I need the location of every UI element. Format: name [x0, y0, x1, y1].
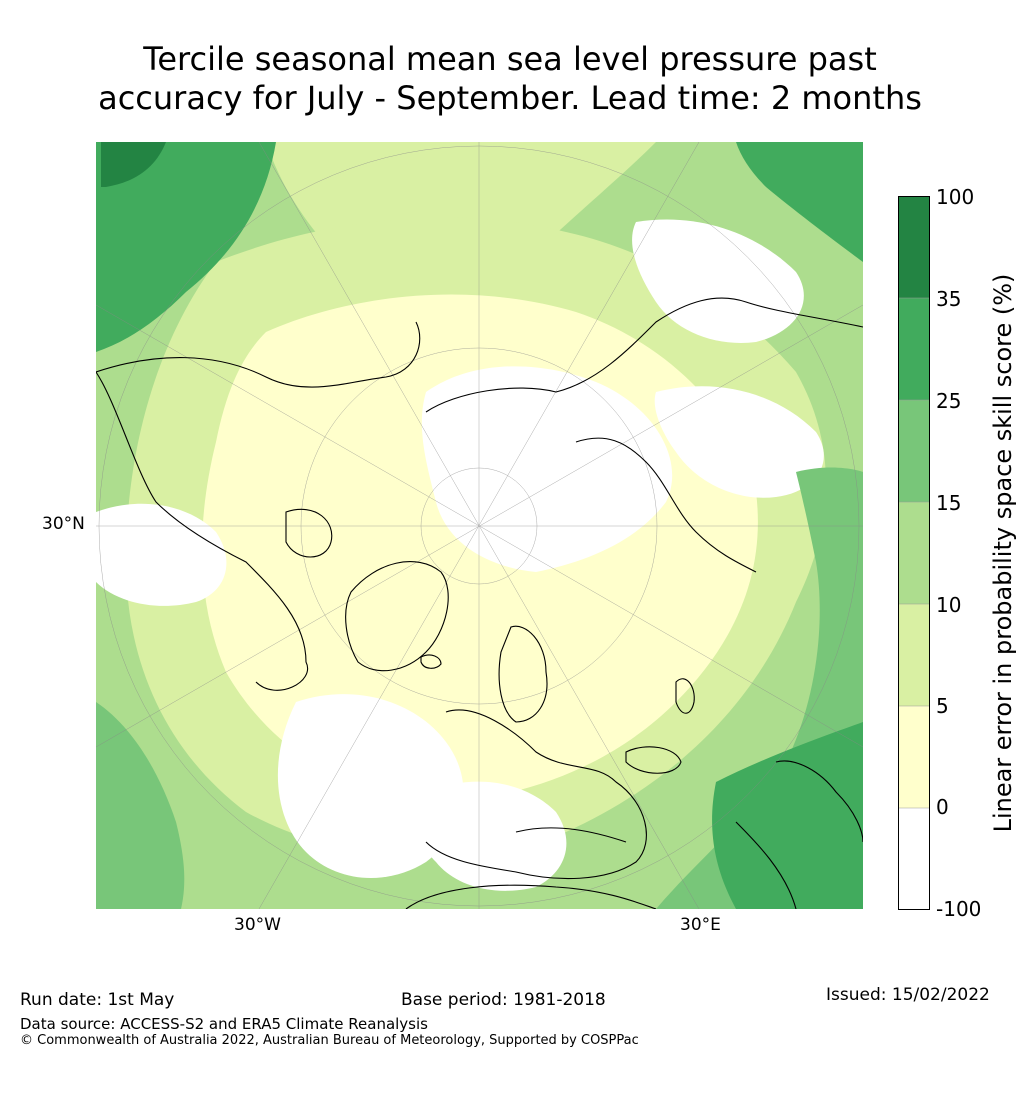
colorbar-bin	[898, 400, 930, 502]
title-line-1: Tercile seasonal mean sea level pressure…	[143, 40, 877, 78]
colorbar-bin	[898, 706, 930, 808]
coastline-iceland	[420, 654, 442, 669]
colorbar-tick: 10	[936, 593, 962, 617]
longitude-label-30w: 30°W	[234, 915, 281, 935]
skill-score-map	[96, 142, 863, 909]
mid-skill-southwest	[96, 702, 185, 909]
colorbar-bin	[898, 196, 930, 298]
coastline-siberia	[425, 297, 863, 413]
coastline-greenland	[345, 561, 449, 672]
coastline-north-america	[96, 321, 421, 691]
coastline-red-sea	[735, 821, 797, 909]
coastline-persian-gulf	[775, 760, 863, 843]
colorbar-tick: 0	[936, 795, 949, 819]
coastline-black-sea	[625, 746, 682, 774]
negative-skill-atlantic	[277, 694, 464, 879]
high-skill-northwest	[96, 142, 276, 352]
colorbar-bin	[898, 502, 930, 604]
copyright: © Commonwealth of Australia 2022, Austra…	[20, 1033, 639, 1048]
run-date: Run date: 1st May	[20, 990, 175, 1010]
colorbar-label: Linear error in probability space skill …	[989, 273, 1017, 833]
base-period: Base period: 1981-2018	[401, 990, 606, 1010]
negative-skill-europe	[417, 781, 567, 891]
negative-skill-arctic	[421, 366, 673, 572]
high-skill-northeast	[736, 142, 863, 262]
longitude-label-30e: 30°E	[680, 915, 721, 935]
negative-skill-pacific	[632, 219, 804, 343]
coastline-arctic-russia	[575, 437, 757, 573]
coastlines	[96, 297, 863, 909]
colorbar-bin	[898, 604, 930, 706]
title-line-2: accuracy for July - September. Lead time…	[98, 79, 922, 117]
very-high-skill-corner	[101, 142, 166, 187]
coastline-scandinavia	[498, 625, 548, 723]
issued-date: Issued: 15/02/2022	[826, 985, 990, 1005]
colorbar-tick: 15	[936, 491, 962, 515]
coastline-caspian	[675, 678, 695, 714]
data-source: Data source: ACCESS-S2 and ERA5 Climate …	[20, 1015, 428, 1033]
high-skill-southeast	[712, 722, 863, 909]
negative-skill-siberia	[654, 386, 824, 498]
colorbar-bin	[898, 298, 930, 400]
latitude-label-30n: 30°N	[42, 514, 85, 534]
colorbar-tick: 25	[936, 389, 962, 413]
colorbar-tick: -100	[936, 897, 982, 921]
map-title: Tercile seasonal mean sea level pressure…	[0, 40, 1020, 118]
colorbar-tick: 35	[936, 287, 962, 311]
coastline-africa	[405, 884, 657, 909]
coastline-mediterranean	[515, 827, 627, 843]
meridian	[96, 304, 863, 748]
colorbar-bin	[898, 808, 930, 910]
coastline-hudson-bay	[285, 508, 333, 558]
colorbar-tick: 100	[936, 185, 975, 209]
coastline-europe	[425, 709, 647, 880]
graticule	[96, 142, 863, 909]
colorbar	[898, 196, 930, 910]
negative-skill-canada	[96, 503, 227, 606]
colorbar-tick: 5	[936, 694, 949, 718]
